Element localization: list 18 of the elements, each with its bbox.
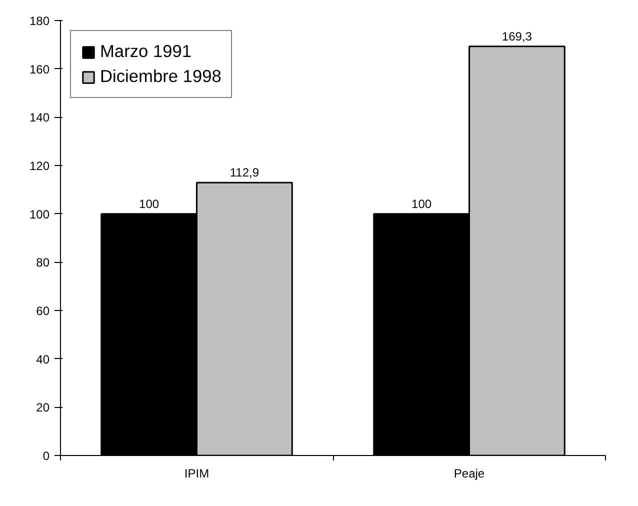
x-tick-label: Peaje bbox=[454, 466, 485, 480]
data-label: 112,9 bbox=[230, 166, 260, 180]
data-label: 100 bbox=[412, 196, 432, 211]
x-tick-label: IPIM bbox=[184, 466, 210, 480]
legend-label: Diciembre 1998 bbox=[100, 66, 222, 87]
y-tick-label: 140 bbox=[29, 110, 50, 125]
y-tick-label: 100 bbox=[29, 207, 50, 222]
y-tick-label: 40 bbox=[36, 352, 50, 366]
legend-label: Marzo 1991 bbox=[100, 41, 192, 62]
y-tick-label: 120 bbox=[29, 159, 50, 173]
y-tick-label: 60 bbox=[36, 304, 50, 318]
y-tick-label: 0 bbox=[42, 449, 50, 463]
y-tick-label: 180 bbox=[29, 14, 50, 28]
data-label: 169,3 bbox=[502, 29, 532, 44]
y-tick-label: 20 bbox=[36, 400, 50, 415]
y-tick-label: 80 bbox=[36, 256, 50, 270]
y-tick-label: 160 bbox=[29, 62, 50, 76]
data-label: 100 bbox=[139, 196, 160, 211]
